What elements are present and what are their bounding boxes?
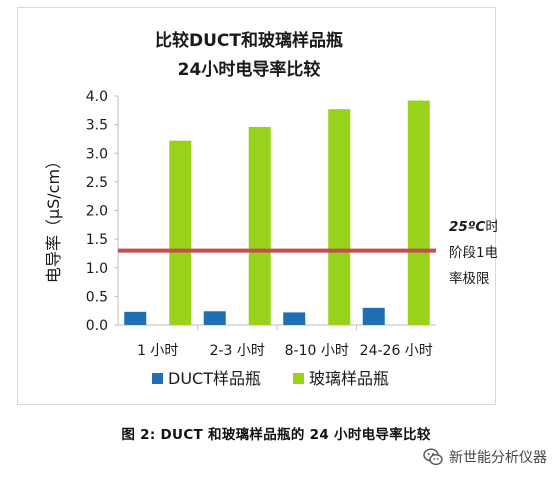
y-tick-label: 1.5: [86, 232, 108, 248]
legend-label-glass: 玻璃样品瓶: [309, 369, 389, 388]
chart-subtitle: 24小时电导率比较: [178, 59, 321, 80]
bar-duct: [283, 312, 306, 325]
y-tick-label: 0.0: [86, 318, 108, 334]
y-tick-label: 4.0: [86, 89, 108, 105]
x-tick-label: 2-3 小时: [210, 343, 265, 359]
y-tick-label: 2.0: [86, 204, 108, 220]
y-tick-label: 0.5: [86, 289, 108, 305]
bar-glass: [248, 126, 271, 325]
legend-label-duct: DUCT样品瓶: [168, 369, 261, 388]
figure-caption: 图 2: DUCT 和玻璃样品瓶的 24 小时电导率比较: [121, 427, 431, 443]
chart-title: 比较DUCT和玻璃样品瓶: [155, 30, 343, 51]
bar-glass: [328, 109, 351, 325]
reference-label-line3: 率极限: [449, 270, 490, 287]
legend-swatch-glass: [293, 373, 304, 384]
bar-duct: [362, 307, 385, 325]
y-tick-label: 1.0: [86, 261, 108, 277]
y-tick-label: 2.5: [86, 175, 108, 191]
y-axis-label: 电导率（μS/cm）: [44, 153, 63, 283]
x-tick-label: 1 小时: [137, 343, 178, 359]
reference-label-line2: 阶段1电导: [449, 245, 497, 261]
bar-duct: [124, 311, 147, 325]
wechat-icon: [423, 448, 443, 466]
x-tick-label: 8-10 小时: [285, 343, 349, 359]
reference-label-suffix: 时的: [485, 219, 497, 235]
chart-frame: 比较DUCT和玻璃样品瓶 24小时电导率比较电导率（μS/cm） DUCT样品瓶 玻璃…: [17, 7, 497, 405]
bar-glass: [169, 140, 192, 325]
bar-duct: [203, 311, 226, 325]
reference-label-line1: 25ºC时的: [449, 219, 497, 235]
bar-glass: [407, 100, 430, 325]
y-tick-label: 3.0: [86, 146, 108, 162]
x-tick-label: 24-26 小时: [360, 343, 433, 359]
watermark: 新世能分析仪器: [422, 444, 547, 470]
watermark-text: 新世能分析仪器: [449, 450, 547, 466]
legend-swatch-duct: [152, 373, 163, 384]
y-tick-label: 3.5: [86, 118, 108, 134]
reference-temp: 25ºC: [449, 219, 485, 235]
